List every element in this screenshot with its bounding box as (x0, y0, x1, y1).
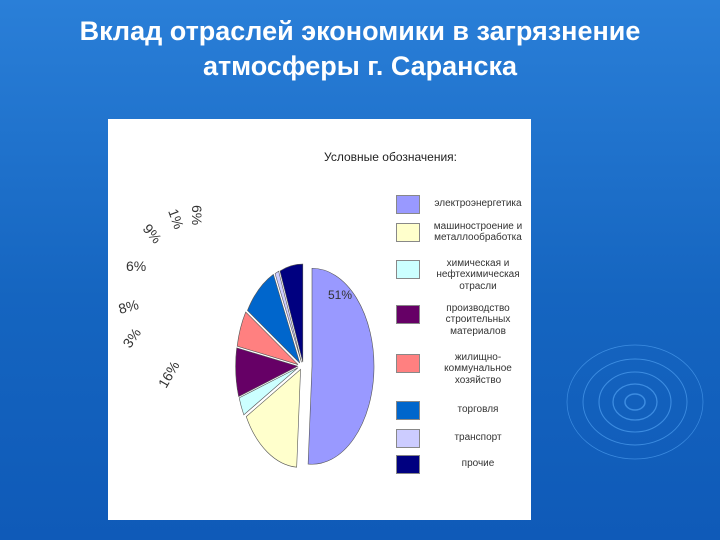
legend-label: жилищно-коммунальное хозяйство (444, 351, 512, 386)
legend-swatch (396, 223, 420, 242)
legend-label: транспорт (454, 432, 502, 444)
ripple-decoration (566, 344, 704, 460)
legend-swatch (396, 401, 420, 420)
pie-slice (274, 270, 302, 363)
chart-panel: 51% 16% 3% 8% 6% 9% 1% 6% Условные обозначения:… (108, 119, 531, 520)
legend-swatch (396, 354, 420, 373)
pie-slice (247, 273, 301, 364)
legend-swatch (396, 429, 420, 448)
legend-label: химическая и нефтехимическая отрасли (436, 257, 520, 292)
pie-slice (307, 267, 375, 465)
legend-swatch (396, 195, 420, 214)
legend-swatch (396, 260, 420, 279)
pie-data-label: 9% (140, 221, 165, 247)
pie-slice (236, 311, 299, 365)
pie-data-label: 51% (328, 288, 352, 302)
pie-data-label: 6% (189, 205, 205, 225)
slide-title: Вклад отраслей экономики в загрязнение а… (0, 14, 720, 84)
pie-slice (235, 347, 299, 397)
pie-data-label: 1% (165, 207, 187, 231)
legend-swatch (396, 305, 420, 324)
pie-data-label: 16% (155, 358, 183, 390)
legend-label: торговля (457, 404, 499, 416)
legend-label: производство строительных материалов (445, 302, 511, 337)
legend-swatch (396, 455, 420, 474)
pie-data-label: 6% (126, 258, 146, 274)
legend-label: электроэнергетика (434, 198, 522, 210)
legend-label: прочие (461, 458, 495, 470)
legend-label: машиностроение и металлообработка (433, 220, 523, 244)
pie-data-label: 8% (117, 296, 141, 317)
pie-slice (238, 367, 299, 416)
slide-title-line-1: Вклад отраслей экономики в загрязнение (79, 16, 641, 46)
pie-slice (245, 368, 301, 468)
legend-title: Условные обозначения: (324, 150, 457, 164)
slide-title-line-2: атмосферы г. Саранска (202, 51, 518, 81)
pie-chart: 51%16%3%8%6%9%1% 6% (117, 205, 375, 468)
pie-data-label: 3% (119, 325, 144, 351)
pie-slice (279, 263, 304, 363)
